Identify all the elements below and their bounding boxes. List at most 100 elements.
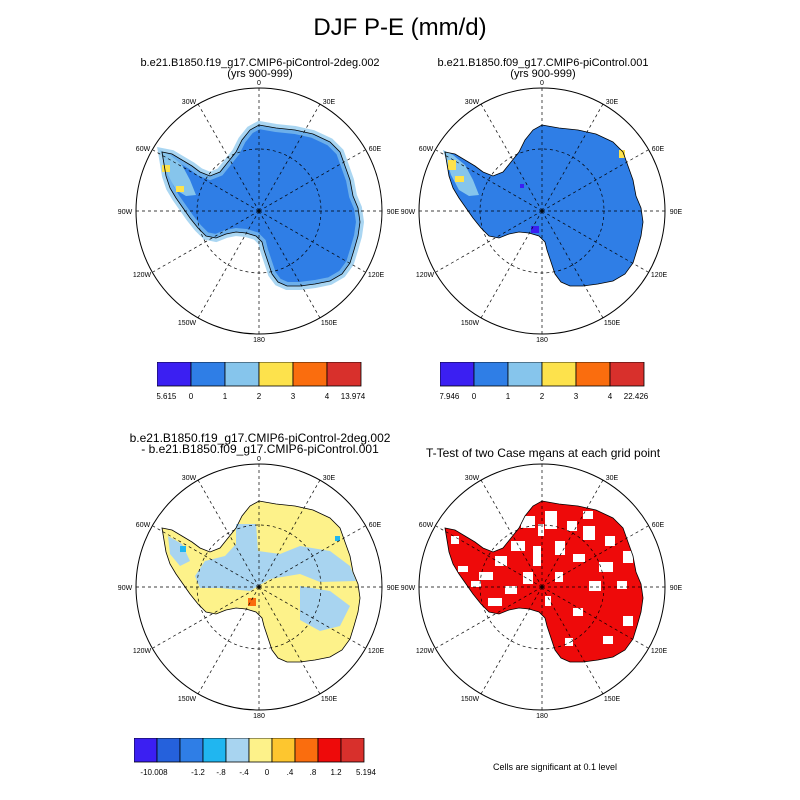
colorbar-box	[179, 738, 204, 763]
panel2-title-line1: b.e21.B1850.f09_g17.CMIP6-piControl.001	[437, 57, 649, 69]
colorbar-2-boxes	[440, 362, 645, 387]
panel2-gridlines	[419, 88, 665, 334]
lon-label: 0	[540, 456, 544, 463]
lon-label: 60W	[136, 522, 151, 529]
panel2-lon-labels: 0 30E 60E 90E 120E 150E 180 150W 120W 90…	[401, 80, 683, 344]
panel4-nonsignificant-cells	[451, 511, 633, 646]
lon-label: 30E	[606, 99, 619, 106]
panel3-title: b.e21.B1850.f19_g17.CMIP6-piControl-2deg…	[110, 431, 410, 456]
lon-label: 150W	[178, 320, 197, 327]
lon-label: 0	[257, 456, 261, 463]
panel2-data-field	[443, 124, 644, 287]
lon-label: 90W	[118, 585, 133, 592]
colorbar-box	[317, 738, 342, 763]
panel1-lon-labels: 0 30E 60E 90E 120E 150E 180 150W 120W 90…	[118, 80, 400, 344]
lon-label: 120E	[651, 648, 668, 655]
colorbar-box	[575, 362, 611, 387]
lon-label: 180	[253, 713, 265, 720]
lon-label: 120W	[416, 648, 435, 655]
colorbar-box	[340, 738, 365, 763]
colorbar-label: 1.2	[330, 768, 342, 777]
colorbar-label: 2	[540, 392, 545, 401]
map-panel-2: 0 30E 60E 90E 120E 150E 180 150W 120W 90…	[401, 80, 683, 344]
colorbar-label: .4	[287, 768, 294, 777]
panel4-title-line1: T-Test of two Case means at each grid po…	[425, 446, 661, 460]
lon-label: 60W	[419, 522, 434, 529]
lon-label: 120W	[133, 648, 152, 655]
panel3-title-line1: b.e21.B1850.f19_g17.CMIP6-piControl-2deg…	[129, 431, 391, 445]
colorbar-3: -10.008 -1.2 -.8 -.4 0 .4 .8 1.2 5.194	[134, 738, 377, 777]
lon-label: 60E	[652, 146, 665, 153]
panel2-title: b.e21.B1850.f09_g17.CMIP6-piControl.001 …	[393, 58, 693, 80]
panel1-title-line1: b.e21.B1850.f19_g17.CMIP6-piControl-2deg…	[140, 57, 380, 69]
lon-label: 30E	[606, 475, 619, 482]
colorbar-label: -7.946	[440, 392, 460, 401]
map-panel-3: 0 30E 60E 90E 120E 150E 180 150W 120W 90…	[118, 456, 400, 720]
lon-label: 120W	[416, 272, 435, 279]
colorbar-box	[134, 738, 158, 763]
colorbar-label: 13.974	[341, 392, 366, 401]
panel1-title: b.e21.B1850.f19_g17.CMIP6-piControl-2deg…	[110, 58, 410, 80]
lon-label: 150W	[461, 696, 480, 703]
panel4-data-field	[444, 500, 644, 663]
colorbar-label: 5.194	[356, 768, 377, 777]
colorbar-label: 22.426	[624, 392, 649, 401]
lon-label: 90E	[387, 585, 400, 592]
colorbar-box	[190, 362, 226, 387]
colorbar-box	[440, 362, 475, 387]
colorbar-label: 1	[223, 392, 228, 401]
colorbar-box	[225, 738, 250, 763]
colorbar-label: 0	[265, 768, 270, 777]
colorbar-label: 1	[506, 392, 511, 401]
colorbar-1-labels: -5.615 0 1 2 3 4 13.974	[157, 392, 366, 401]
lon-label: 30E	[323, 99, 336, 106]
colorbar-2: -7.946 0 1 2 3 4 22.426	[440, 362, 649, 401]
colorbar-box	[258, 362, 294, 387]
panel3-title-line2: - b.e21.B1850.f09_g17.CMIP6-piControl.00…	[141, 442, 379, 456]
lon-label: 150W	[461, 320, 480, 327]
colorbar-box	[157, 362, 192, 387]
colorbar-box	[224, 362, 260, 387]
colorbar-box	[156, 738, 181, 763]
colorbar-1-boxes	[157, 362, 362, 387]
lon-label: 60W	[419, 146, 434, 153]
colorbar-label: 4	[608, 392, 613, 401]
colorbar-box	[609, 362, 645, 387]
colorbar-label: 3	[574, 392, 579, 401]
colorbar-box	[292, 362, 328, 387]
lon-label: 150E	[321, 696, 338, 703]
lon-label: 150W	[178, 696, 197, 703]
lon-label: 90W	[118, 209, 133, 216]
lon-label: 90W	[401, 209, 416, 216]
colorbar-box	[248, 738, 273, 763]
panel3-gridlines	[136, 464, 382, 710]
colorbar-box	[541, 362, 577, 387]
lon-label: 120E	[651, 272, 668, 279]
colorbar-label: -5.615	[157, 392, 177, 401]
lon-label: 30W	[465, 99, 480, 106]
map-panel-4: 0 30E 60E 90E 120E 150E 180 150W 120W 90…	[401, 456, 683, 720]
lon-label: 0	[257, 80, 261, 87]
colorbar-label: -.8	[216, 768, 226, 777]
lon-label: 120E	[368, 648, 385, 655]
lon-label: 60W	[136, 146, 151, 153]
lon-label: 180	[536, 337, 548, 344]
panel3-data-field	[161, 500, 361, 663]
lon-label: 90E	[670, 209, 683, 216]
lon-label: 0	[540, 80, 544, 87]
lon-label: 180	[253, 337, 265, 344]
colorbar-label: 0	[189, 392, 194, 401]
colorbar-label: -10.008	[140, 768, 168, 777]
lon-label: 150E	[604, 696, 621, 703]
colorbar-label: 2	[257, 392, 262, 401]
colorbar-label: 4	[325, 392, 330, 401]
lon-label: 30E	[323, 475, 336, 482]
colorbar-box	[202, 738, 227, 763]
panel1-data-field	[160, 125, 360, 286]
significance-note: Cells are significant at 0.1 level	[492, 762, 618, 772]
lon-label: 150E	[604, 320, 621, 327]
colorbar-3-labels: -10.008 -1.2 -.8 -.4 0 .4 .8 1.2 5.194	[140, 768, 376, 777]
panel3-lon-labels: 0 30E 60E 90E 120E 150E 180 150W 120W 90…	[118, 456, 400, 720]
map-panel-1: 0 30E 60E 90E 120E 150E 180 150W 120W 90…	[118, 80, 400, 344]
